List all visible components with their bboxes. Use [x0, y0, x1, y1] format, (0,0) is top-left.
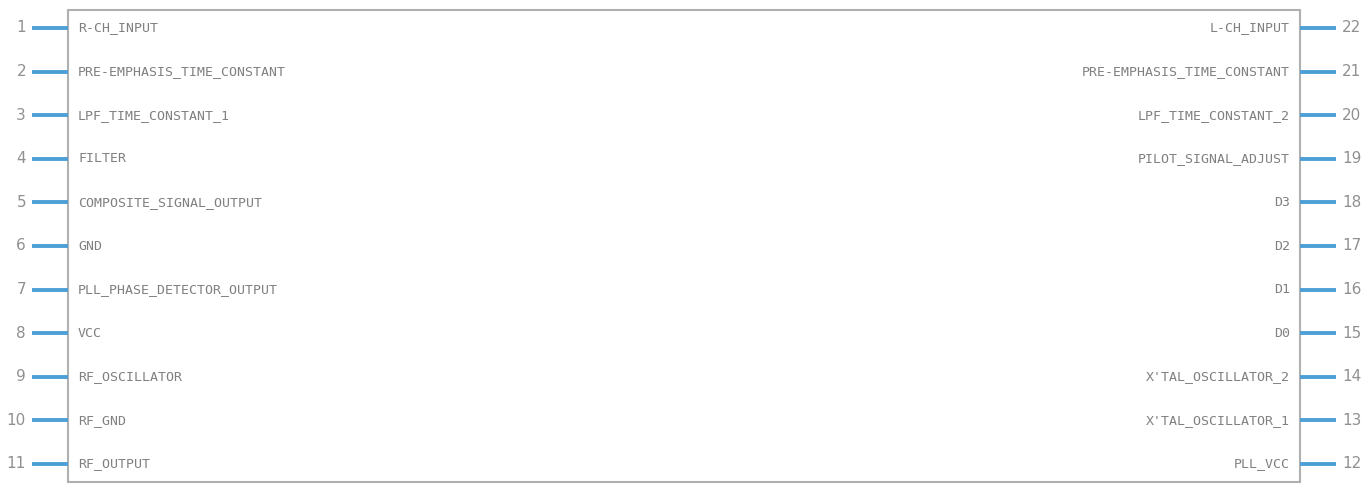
Text: PLL_VCC: PLL_VCC [1234, 458, 1290, 470]
Text: 4: 4 [16, 152, 26, 166]
Text: PRE-EMPHASIS_TIME_CONSTANT: PRE-EMPHASIS_TIME_CONSTANT [78, 65, 286, 78]
Text: 18: 18 [1342, 195, 1361, 210]
Text: 19: 19 [1342, 152, 1361, 166]
Text: D1: D1 [1274, 283, 1290, 296]
Text: 13: 13 [1342, 413, 1361, 428]
Text: GND: GND [78, 240, 103, 252]
Text: 14: 14 [1342, 369, 1361, 384]
Text: RF_GND: RF_GND [78, 414, 126, 427]
Text: D0: D0 [1274, 327, 1290, 339]
Text: 16: 16 [1342, 282, 1361, 297]
Text: 2: 2 [16, 64, 26, 79]
Text: 9: 9 [16, 369, 26, 384]
Text: COMPOSITE_SIGNAL_OUTPUT: COMPOSITE_SIGNAL_OUTPUT [78, 196, 263, 209]
Text: 22: 22 [1342, 21, 1361, 35]
Text: R-CH_INPUT: R-CH_INPUT [78, 22, 157, 34]
Text: X'TAL_OSCILLATOR_2: X'TAL_OSCILLATOR_2 [1146, 370, 1290, 383]
Text: FILTER: FILTER [78, 153, 126, 165]
Text: 10: 10 [7, 413, 26, 428]
Text: X'TAL_OSCILLATOR_1: X'TAL_OSCILLATOR_1 [1146, 414, 1290, 427]
Text: 1: 1 [16, 21, 26, 35]
Text: 5: 5 [16, 195, 26, 210]
Text: LPF_TIME_CONSTANT_1: LPF_TIME_CONSTANT_1 [78, 109, 230, 122]
Text: 11: 11 [7, 457, 26, 471]
Text: 3: 3 [16, 108, 26, 123]
Text: 15: 15 [1342, 326, 1361, 340]
Text: D3: D3 [1274, 196, 1290, 209]
Text: RF_OSCILLATOR: RF_OSCILLATOR [78, 370, 182, 383]
Text: PLL_PHASE_DETECTOR_OUTPUT: PLL_PHASE_DETECTOR_OUTPUT [78, 283, 278, 296]
Text: D2: D2 [1274, 240, 1290, 252]
Text: LPF_TIME_CONSTANT_2: LPF_TIME_CONSTANT_2 [1138, 109, 1290, 122]
Text: 21: 21 [1342, 64, 1361, 79]
Text: 12: 12 [1342, 457, 1361, 471]
Text: PILOT_SIGNAL_ADJUST: PILOT_SIGNAL_ADJUST [1138, 153, 1290, 165]
Text: VCC: VCC [78, 327, 103, 339]
Text: 7: 7 [16, 282, 26, 297]
Text: RF_OUTPUT: RF_OUTPUT [78, 458, 150, 470]
Text: 6: 6 [16, 239, 26, 253]
Text: 20: 20 [1342, 108, 1361, 123]
Text: 17: 17 [1342, 239, 1361, 253]
Text: L-CH_INPUT: L-CH_INPUT [1211, 22, 1290, 34]
Text: 8: 8 [16, 326, 26, 340]
Text: PRE-EMPHASIS_TIME_CONSTANT: PRE-EMPHASIS_TIME_CONSTANT [1082, 65, 1290, 78]
